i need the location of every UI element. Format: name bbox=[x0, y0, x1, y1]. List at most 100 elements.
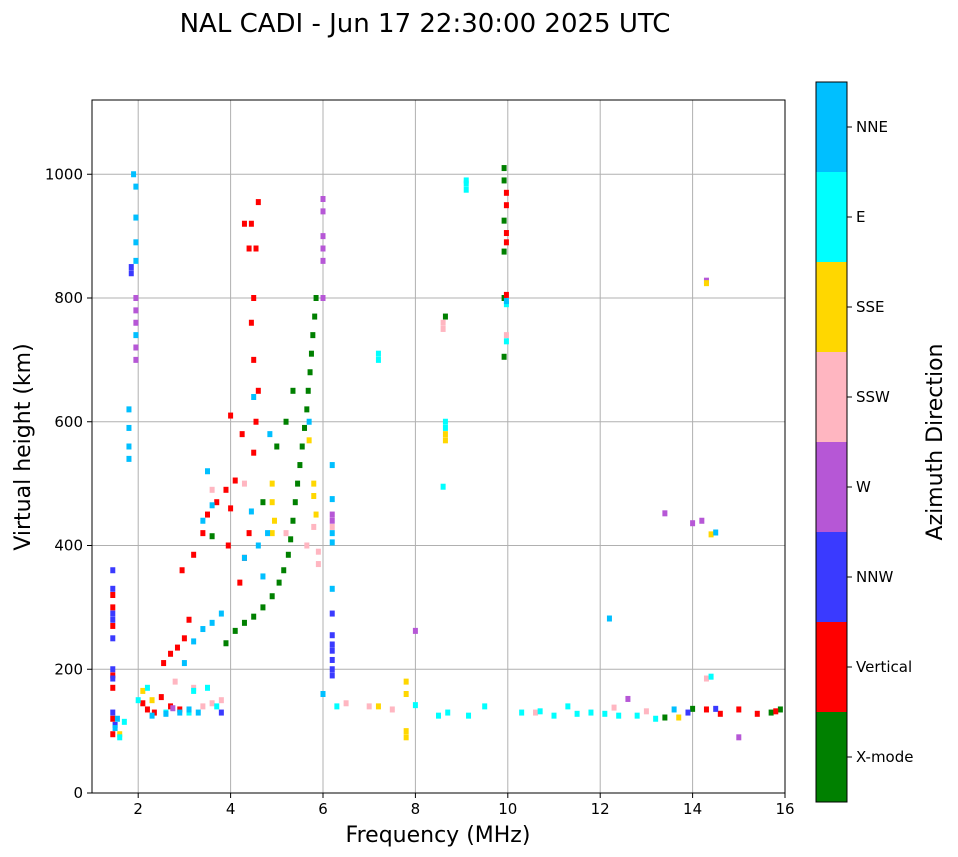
data-point-sse bbox=[375, 703, 381, 710]
data-point-vertical bbox=[773, 708, 779, 715]
x-axis: 2 4 6 8 10 12 14 16 bbox=[133, 793, 795, 818]
data-point-e bbox=[445, 709, 451, 716]
data-point-vertical bbox=[237, 579, 243, 586]
data-point-e bbox=[551, 712, 557, 719]
data-point-vertical bbox=[168, 650, 174, 657]
x-tick-label: 16 bbox=[775, 800, 794, 818]
data-point-e bbox=[588, 709, 594, 716]
data-point-nne bbox=[205, 468, 210, 475]
data-point-w bbox=[133, 295, 139, 301]
data-point-nne bbox=[163, 710, 169, 717]
data-point-e bbox=[537, 708, 543, 715]
data-point-e bbox=[117, 734, 123, 741]
data-point-ssw bbox=[283, 530, 289, 537]
data-point-ssw bbox=[389, 706, 395, 713]
data-point-ssw bbox=[533, 709, 539, 716]
y-tick-label: 400 bbox=[54, 537, 83, 555]
plot-area bbox=[92, 100, 785, 793]
data-point-vertical bbox=[503, 202, 509, 209]
data-point-nne bbox=[671, 706, 677, 713]
data-point-ssw bbox=[440, 325, 446, 332]
data-point-nne bbox=[260, 573, 266, 580]
colorbar-segment bbox=[816, 82, 847, 172]
data-point-vertical bbox=[246, 530, 252, 537]
data-point-nne bbox=[126, 443, 132, 450]
colorbar-frame bbox=[815, 81, 848, 803]
data-point-vertical bbox=[251, 356, 257, 363]
data-point-sse bbox=[269, 480, 275, 487]
data-point-e bbox=[121, 718, 127, 725]
data-point-nne bbox=[133, 214, 139, 221]
data-point-e bbox=[463, 177, 469, 184]
data-point-nne bbox=[209, 619, 215, 626]
data-point-x-mode bbox=[501, 165, 507, 172]
data-point-x-mode bbox=[768, 709, 774, 716]
data-point-ssw bbox=[366, 703, 372, 710]
data-point-vertical bbox=[503, 291, 509, 298]
data-point-vertical bbox=[736, 706, 742, 713]
data-point-nnw bbox=[110, 675, 116, 682]
data-point-vertical bbox=[200, 530, 206, 537]
data-point-vertical bbox=[110, 715, 116, 722]
colorbar-segment bbox=[816, 442, 847, 532]
data-point-nne bbox=[149, 712, 155, 719]
data-point-nne bbox=[126, 424, 132, 431]
data-point-w bbox=[320, 295, 326, 301]
data-point-nnw bbox=[128, 264, 134, 271]
data-point-ssw bbox=[172, 678, 178, 685]
colorbar-segment bbox=[816, 622, 847, 712]
data-point-sse bbox=[442, 431, 448, 438]
data-point-x-mode bbox=[283, 418, 289, 425]
data-point-nnw bbox=[112, 721, 118, 728]
data-point-nnw bbox=[329, 666, 335, 673]
data-point-x-mode bbox=[307, 369, 313, 376]
data-point-e bbox=[442, 418, 448, 425]
data-point-vertical bbox=[228, 412, 234, 419]
data-point-e bbox=[463, 180, 469, 187]
colorbar-label: Azimuth Direction bbox=[923, 343, 948, 540]
data-point-ssw bbox=[241, 480, 247, 487]
colorbar-segment bbox=[816, 172, 847, 262]
data-point-e bbox=[442, 424, 448, 431]
data-point-w bbox=[133, 319, 139, 326]
data-point-sse bbox=[271, 517, 277, 524]
data-point-nnw bbox=[110, 666, 116, 673]
data-point-vertical bbox=[717, 710, 723, 717]
data-point-x-mode bbox=[312, 313, 318, 320]
data-point-e bbox=[602, 710, 608, 717]
colorbar-segment bbox=[816, 532, 847, 622]
data-point-sse bbox=[140, 687, 146, 694]
data-point-x-mode bbox=[777, 706, 783, 713]
data-point-w bbox=[329, 517, 335, 524]
data-point-x-mode bbox=[501, 353, 507, 360]
data-point-ssw bbox=[311, 523, 317, 530]
data-point-nnw bbox=[329, 641, 335, 648]
data-point-x-mode bbox=[297, 462, 303, 469]
data-point-w bbox=[736, 734, 742, 741]
colorbar-tick-label: Vertical bbox=[856, 658, 912, 676]
y-tick-label: 600 bbox=[54, 413, 83, 431]
data-point-ssw bbox=[703, 675, 709, 682]
data-point-e bbox=[375, 350, 381, 357]
data-point-x-mode bbox=[690, 705, 696, 712]
y-tick-label: 0 bbox=[73, 784, 83, 802]
data-point-vertical bbox=[228, 505, 234, 512]
data-point-w bbox=[320, 257, 326, 264]
data-point-nne bbox=[177, 709, 183, 716]
data-point-ssw bbox=[200, 703, 206, 710]
data-point-vertical bbox=[174, 644, 180, 651]
data-point-x-mode bbox=[276, 579, 282, 586]
data-point-x-mode bbox=[662, 714, 668, 721]
data-point-ssw bbox=[503, 332, 509, 339]
data-point-e bbox=[191, 687, 197, 694]
data-point-vertical bbox=[754, 710, 760, 717]
x-tick-label: 8 bbox=[411, 800, 421, 818]
data-point-nne bbox=[181, 660, 187, 667]
data-point-x-mode bbox=[299, 443, 305, 450]
data-point-nne bbox=[133, 332, 139, 339]
data-point-e bbox=[634, 712, 640, 719]
data-point-sse bbox=[442, 437, 448, 444]
data-point-w bbox=[320, 196, 326, 202]
x-tick-label: 4 bbox=[226, 800, 236, 818]
colorbar-tick-label: SSE bbox=[856, 298, 885, 316]
